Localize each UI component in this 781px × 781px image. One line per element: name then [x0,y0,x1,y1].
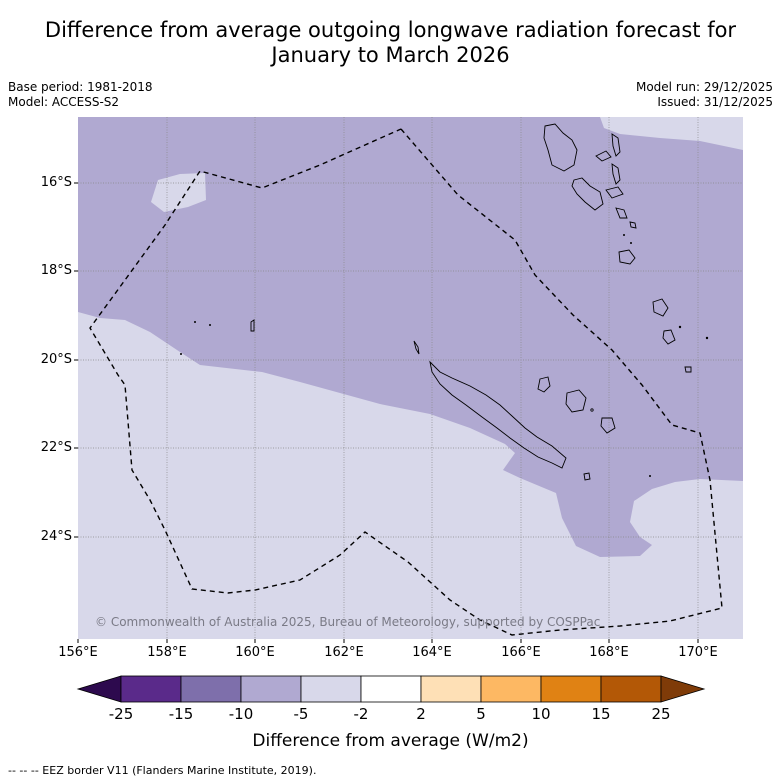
lon-label-170e: 170°E [678,645,718,660]
model-run: Model run: 29/12/2025 [635,80,773,94]
tanna-island [662,329,676,345]
colorbar-tick-label: 10 [531,705,551,723]
aneityum-island [684,366,692,373]
meta-right: Model run: 29/12/2025 Issued: 31/12/2025 [636,80,773,110]
colorbar-extend-high [660,675,706,703]
colorbar-tick-label: 2 [416,705,426,723]
colorbar-bin-4 [300,675,362,703]
colorbar-bin-6 [420,675,482,703]
lon-label-166e: 166°E [501,645,541,660]
lon-label-156e: 156°E [58,645,98,660]
reef-islet-b [209,324,211,326]
reef-islet-a [194,321,196,323]
isle-of-pines [583,472,591,481]
espiritu-santo-island [543,123,578,172]
colorbar-bin-3 [240,675,302,703]
eez-border [89,128,723,636]
lon-label-160e: 160°E [235,645,275,660]
lat-label-16s: 16°S [40,175,72,190]
efate-island [618,249,636,265]
reef-islet-c [180,353,182,355]
graticule [78,117,743,639]
mare-island [600,417,616,434]
eez-footnote: -- -- -- EEZ border V11 (Flanders Marine… [8,764,317,777]
ouvea-island [537,376,551,393]
colorbar-tick-label: -25 [108,705,134,723]
colorbar-bin-5 [360,675,422,703]
colorbar-tick-label: 15 [591,705,611,723]
lon-label-168e: 168°E [589,645,629,660]
maewo-island [611,133,621,157]
issued-date: Issued: 31/12/2025 [657,95,773,109]
belep-islands [413,340,420,355]
colorbar-bin-7 [480,675,542,703]
lon-label-164e: 164°E [412,645,452,660]
tiga-island [590,408,594,412]
colorbar-tick-label: -2 [353,705,369,723]
colorbar-tick-label: -10 [228,705,254,723]
colorbar [76,675,706,703]
map-area [78,117,743,639]
lifou-island [565,389,587,413]
lat-label-18s: 18°S [40,263,72,278]
colorbar-title: Difference from average (W/m2) [252,731,529,751]
colorbar-bin-8 [540,675,602,703]
pentecost-island [611,163,621,185]
chesterfield-reef [250,319,255,332]
tongoa-island [623,234,625,236]
axis-ticks [74,182,699,643]
lon-label-158e: 158°E [147,645,187,660]
colorbar-bin-9 [600,675,662,703]
base-period: Base period: 1981-2018 [8,80,153,94]
map-title: Difference from average outgoing longwav… [0,18,781,68]
colorbar-tick-label: 5 [476,705,486,723]
ambae-island [595,150,612,162]
walpole-island [649,475,651,477]
map-title-line2: January to March 2026 [271,43,510,67]
lat-label-20s: 20°S [40,352,72,367]
colorbar-bin-2 [180,675,242,703]
model-name: Model: ACCESS-S2 [8,95,120,109]
lon-label-162e: 162°E [324,645,364,660]
erromango-island [652,298,669,317]
lat-label-24s: 24°S [40,529,72,544]
colorbar-extend-low [76,675,122,703]
new-caledonia-island [429,360,567,469]
meta-left: Base period: 1981-2018 Model: ACCESS-S2 [8,80,153,110]
map-title-line1: Difference from average outgoing longwav… [44,18,737,42]
colorbar-tick-label: -5 [293,705,309,723]
copyright-text: © Commonwealth of Australia 2025, Bureau… [95,615,600,629]
colorbar-bin-1 [120,675,182,703]
colorbar-tick-label: -15 [168,705,194,723]
anomaly-region-moderate [78,117,743,557]
aniwa-island [705,336,709,340]
malakula-island [571,177,604,211]
epi-island [615,207,628,219]
futuna-island [678,325,682,329]
ambrym-island [605,186,624,199]
lat-label-22s: 22°S [40,440,72,455]
colorbar-tick-label: 25 [651,705,671,723]
emae-island [630,242,632,244]
shepherd-islands [629,221,637,229]
